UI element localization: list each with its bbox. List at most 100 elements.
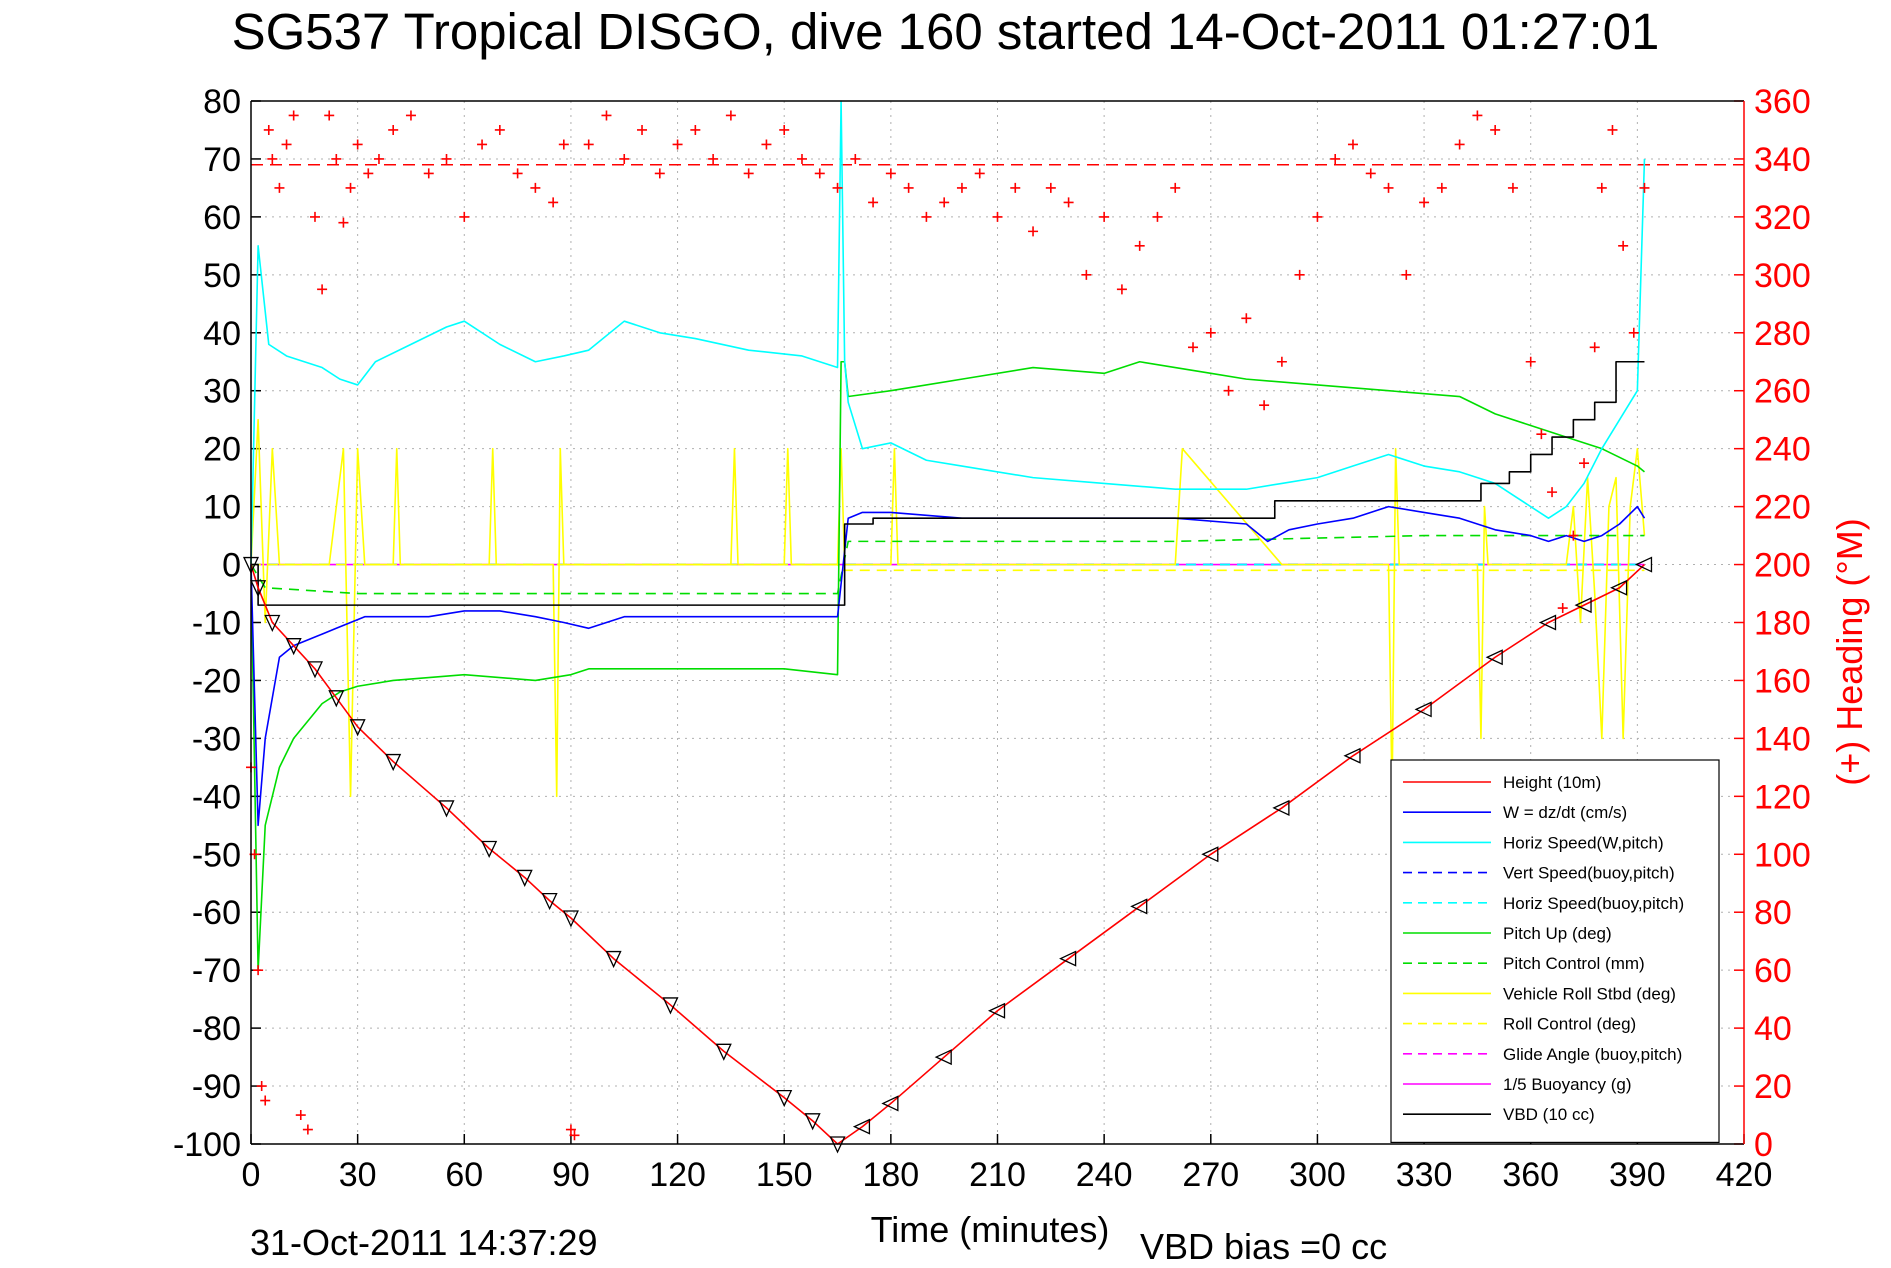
right-tick-label: 340 [1754,141,1811,179]
heading-point [512,168,523,179]
heading-point [1259,400,1270,411]
heading-point [1241,313,1252,324]
right-tick-label: 160 [1754,662,1811,700]
heading-point [1383,182,1394,193]
series-line-w-dz-dt-cm-s [250,505,1646,827]
heading-point [267,153,278,164]
y-tick-label: -10 [192,605,241,643]
heading-point [761,139,772,150]
heading-point [338,217,349,228]
x-tick-label: 120 [649,1156,706,1194]
heading-point [1589,342,1600,353]
y-tick-label: -30 [192,720,241,758]
heading-point [796,153,807,164]
heading-point [494,124,505,135]
height-marker [250,580,267,598]
heading-point [885,168,896,179]
x-tick-label: 180 [862,1156,919,1194]
height-marker [987,1002,1006,1019]
heading-point [974,168,985,179]
height-marker [541,892,558,911]
x-tick-label: 30 [339,1156,377,1194]
y-tick-label: 10 [203,489,241,527]
height-marker [264,614,281,633]
heading-point [263,124,274,135]
y-axis-ticks: 80 70 60 50 40 30 20 10 0 -10 -20 -30 -40 -50 -60 -70 -8… [173,83,261,1164]
heading-point [423,168,434,179]
y-tick-label: 70 [203,141,241,179]
heading-point [637,124,648,135]
legend-label: Roll Control (deg) [1503,1015,1636,1034]
height-marker [1538,614,1557,631]
heading-point [832,182,843,193]
right-tick-label: 200 [1754,547,1811,585]
series-line-horiz-speed-w-pitch [250,100,1646,565]
heading-point [309,211,320,222]
heading-point [288,110,299,121]
plot-frame [250,100,1745,1145]
heading-point [388,124,399,135]
height-marker [1414,701,1432,718]
heading-point [1436,182,1447,193]
right-tick-label: 280 [1754,315,1811,353]
right-tick-label: 240 [1754,431,1811,469]
x-tick-label: 60 [445,1156,483,1194]
right-tick-label: 220 [1754,489,1811,527]
y-tick-label: 50 [203,257,241,295]
x-tick-label: 240 [1076,1156,1133,1194]
legend-label: VBD (10 cc) [1503,1105,1595,1124]
heading-point [1419,197,1430,208]
x-tick-label: 360 [1502,1156,1559,1194]
heading-point [1639,182,1650,193]
heading-point [601,110,612,121]
heading-point [352,139,363,150]
heading-point [956,182,967,193]
legend-label: W = dz/dt (cm/s) [1503,803,1627,822]
heading-point [583,139,594,150]
y-tick-label: 20 [203,431,241,469]
height-marker [1610,579,1628,596]
height-marker [1201,846,1219,863]
heading-point [1525,356,1536,367]
heading-point [1401,269,1412,280]
heading-point [1099,211,1110,222]
height-marker [516,869,533,887]
heading-point [1628,327,1639,338]
heading-point [1081,269,1092,280]
chart-title: SG537 Tropical DISGO, dive 160 started 1… [231,3,1660,60]
heading-point [405,110,416,121]
right-tick-label: 300 [1754,257,1811,295]
heading-point [1028,226,1039,237]
height-marker [481,840,498,859]
right-axis-ticks: 3603403203002802602402202001801601401201… [1734,83,1811,1164]
heading-point [281,139,292,150]
height-marker [715,1043,732,1061]
heading-point [256,1081,267,1092]
height-marker [1634,556,1653,573]
heading-point [850,153,861,164]
legend-label: Horiz Speed(buoy,pitch) [1503,894,1684,913]
heading-point [302,1124,313,1135]
vbd-bias-note: VBD bias =0 cc [1140,1226,1388,1267]
heading-point [558,139,569,150]
heading-point [1568,530,1579,541]
heading-point [1063,197,1074,208]
right-tick-label: 40 [1754,1010,1792,1048]
heading-point [1223,385,1234,396]
x-tick-label: 210 [969,1156,1026,1194]
series-line-roll-control-deg [251,563,1645,572]
x-tick-label: 300 [1289,1156,1346,1194]
legend-box [1390,759,1720,1143]
height-marker [881,1095,899,1112]
heading-point [619,153,630,164]
y-tick-label: -80 [192,1010,241,1048]
series-line-vehicle-roll-stbd-deg [250,418,1646,798]
series-line-pitch-control-mm [250,534,1645,595]
heading-point [1188,342,1199,353]
right-tick-label: 120 [1754,778,1811,816]
height-marker [562,910,579,928]
heading-point [530,182,541,193]
heading-point [1134,240,1145,251]
heading-point [814,168,825,179]
heading-point [1557,603,1568,614]
